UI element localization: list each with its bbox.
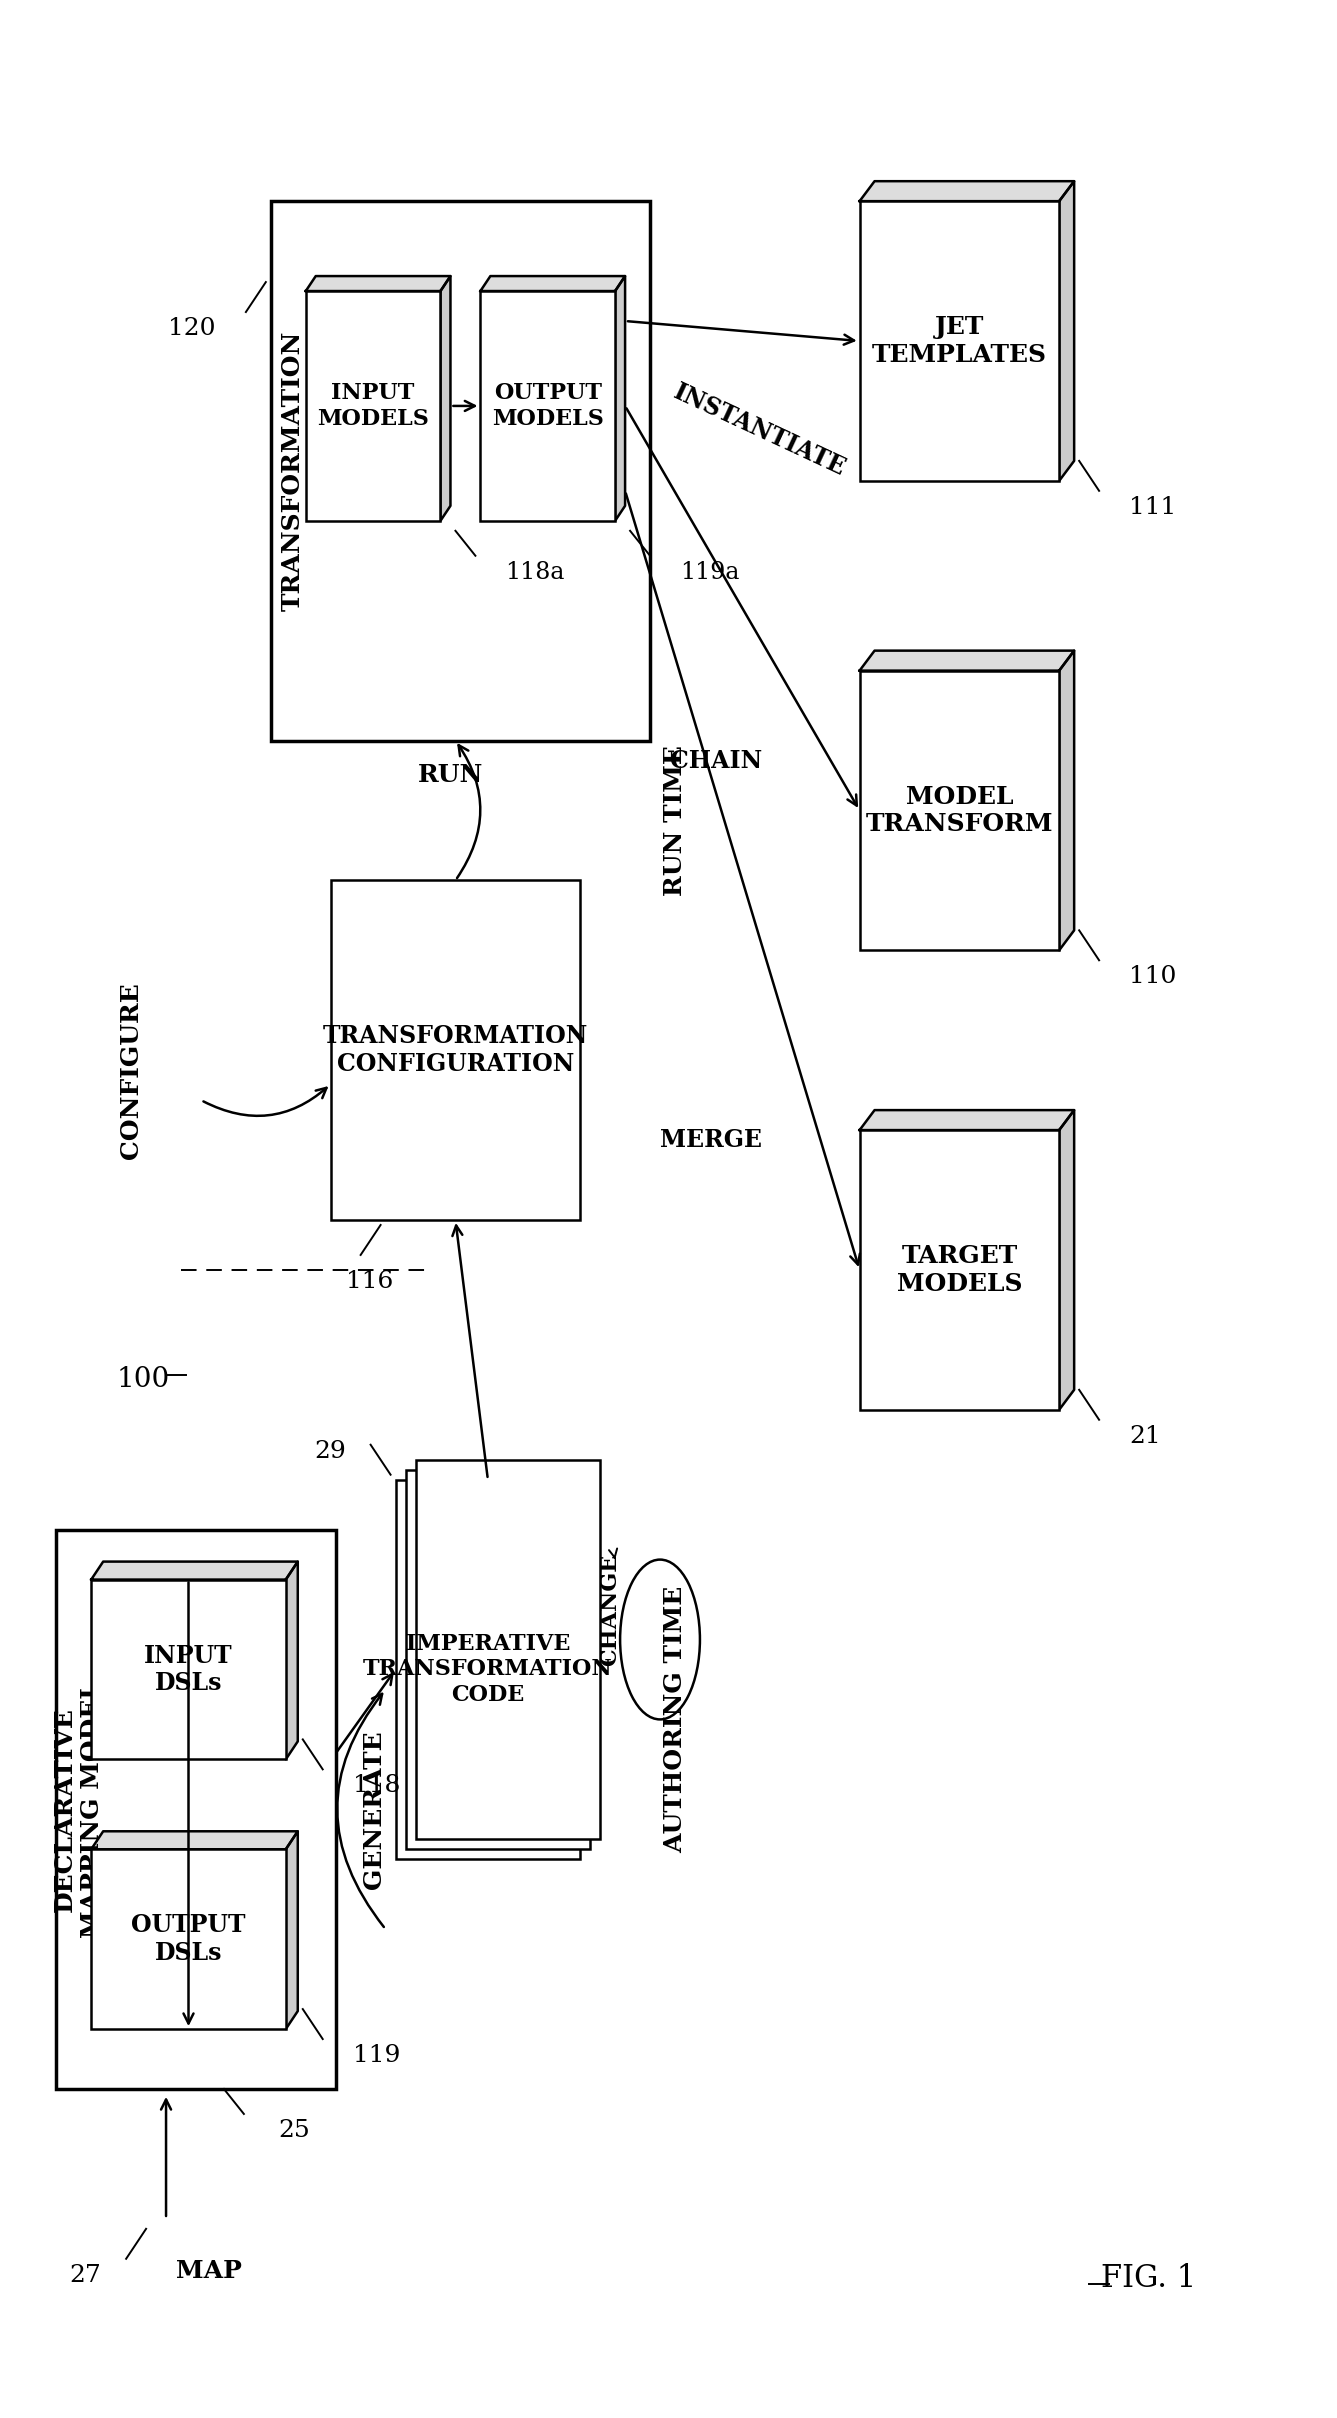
Text: 118: 118 bbox=[353, 1775, 400, 1797]
Polygon shape bbox=[860, 650, 1074, 670]
Text: MERGE: MERGE bbox=[660, 1129, 762, 1151]
Text: CHANGE: CHANGE bbox=[599, 1552, 622, 1666]
Text: 25: 25 bbox=[279, 2118, 310, 2142]
Text: 120: 120 bbox=[168, 317, 217, 341]
Polygon shape bbox=[286, 1562, 298, 1760]
Polygon shape bbox=[440, 276, 451, 520]
Bar bbox=[91, 1850, 286, 2029]
FancyArrowPatch shape bbox=[457, 745, 480, 878]
Text: OUTPUT
MODELS: OUTPUT MODELS bbox=[492, 382, 604, 430]
Text: MAP: MAP bbox=[176, 2258, 242, 2283]
Bar bbox=[396, 1480, 580, 1859]
Text: OUTPUT
DSLs: OUTPUT DSLs bbox=[131, 1913, 246, 1966]
Bar bbox=[91, 1579, 286, 1760]
Bar bbox=[860, 670, 1059, 950]
Polygon shape bbox=[1059, 181, 1074, 481]
Polygon shape bbox=[860, 1110, 1074, 1129]
Text: MODEL
TRANSFORM: MODEL TRANSFORM bbox=[865, 783, 1054, 837]
FancyArrowPatch shape bbox=[337, 1695, 384, 1927]
Text: 21: 21 bbox=[1128, 1424, 1161, 1448]
Bar bbox=[860, 1129, 1059, 1410]
FancyArrowPatch shape bbox=[203, 1088, 326, 1115]
Text: DECLARATIVE
MAPPING MODEL: DECLARATIVE MAPPING MODEL bbox=[52, 1681, 104, 1937]
Text: 29: 29 bbox=[314, 1439, 346, 1463]
Text: 27: 27 bbox=[70, 2263, 102, 2287]
Text: 119: 119 bbox=[353, 2043, 400, 2067]
Bar bbox=[405, 1470, 590, 1850]
Bar bbox=[306, 290, 440, 520]
Text: FIG. 1: FIG. 1 bbox=[1102, 2263, 1197, 2295]
Text: INPUT
MODELS: INPUT MODELS bbox=[317, 382, 429, 430]
Text: 116: 116 bbox=[346, 1269, 393, 1294]
Text: JET
TEMPLATES: JET TEMPLATES bbox=[872, 314, 1047, 368]
Text: 100: 100 bbox=[116, 1366, 170, 1393]
Text: AUTHORING TIME: AUTHORING TIME bbox=[663, 1586, 687, 1852]
Text: TARGET
MODELS: TARGET MODELS bbox=[897, 1243, 1023, 1296]
Text: 118a: 118a bbox=[505, 561, 564, 583]
Bar bbox=[330, 880, 580, 1221]
Polygon shape bbox=[286, 1830, 298, 2029]
Text: 111: 111 bbox=[1128, 496, 1177, 520]
Text: 119a: 119a bbox=[681, 561, 739, 583]
Bar bbox=[480, 290, 615, 520]
Text: CHAIN: CHAIN bbox=[670, 750, 762, 771]
Polygon shape bbox=[91, 1830, 298, 1850]
Bar bbox=[271, 201, 650, 740]
Bar bbox=[860, 201, 1059, 481]
Bar bbox=[416, 1460, 600, 1840]
Text: RUN TIME: RUN TIME bbox=[663, 745, 687, 897]
Text: GENERATE: GENERATE bbox=[361, 1729, 385, 1888]
Polygon shape bbox=[860, 181, 1074, 201]
Text: RUN: RUN bbox=[418, 764, 484, 788]
Polygon shape bbox=[480, 276, 626, 290]
Text: TRANSFORMATION: TRANSFORMATION bbox=[281, 331, 305, 612]
Text: TRANSFORMATION
CONFIGURATION: TRANSFORMATION CONFIGURATION bbox=[322, 1025, 588, 1076]
Polygon shape bbox=[306, 276, 451, 290]
Text: CONFIGURE: CONFIGURE bbox=[119, 982, 143, 1158]
Text: 110: 110 bbox=[1128, 965, 1177, 989]
Polygon shape bbox=[1059, 650, 1074, 950]
Text: INPUT
DSLs: INPUT DSLs bbox=[144, 1644, 233, 1695]
Polygon shape bbox=[615, 276, 626, 520]
Bar bbox=[56, 1531, 336, 2089]
Polygon shape bbox=[91, 1562, 298, 1579]
Polygon shape bbox=[1059, 1110, 1074, 1410]
Text: INSTANTIATE: INSTANTIATE bbox=[670, 380, 850, 481]
Text: IMPERATIVE
TRANSFORMATION
CODE: IMPERATIVE TRANSFORMATION CODE bbox=[364, 1632, 612, 1705]
